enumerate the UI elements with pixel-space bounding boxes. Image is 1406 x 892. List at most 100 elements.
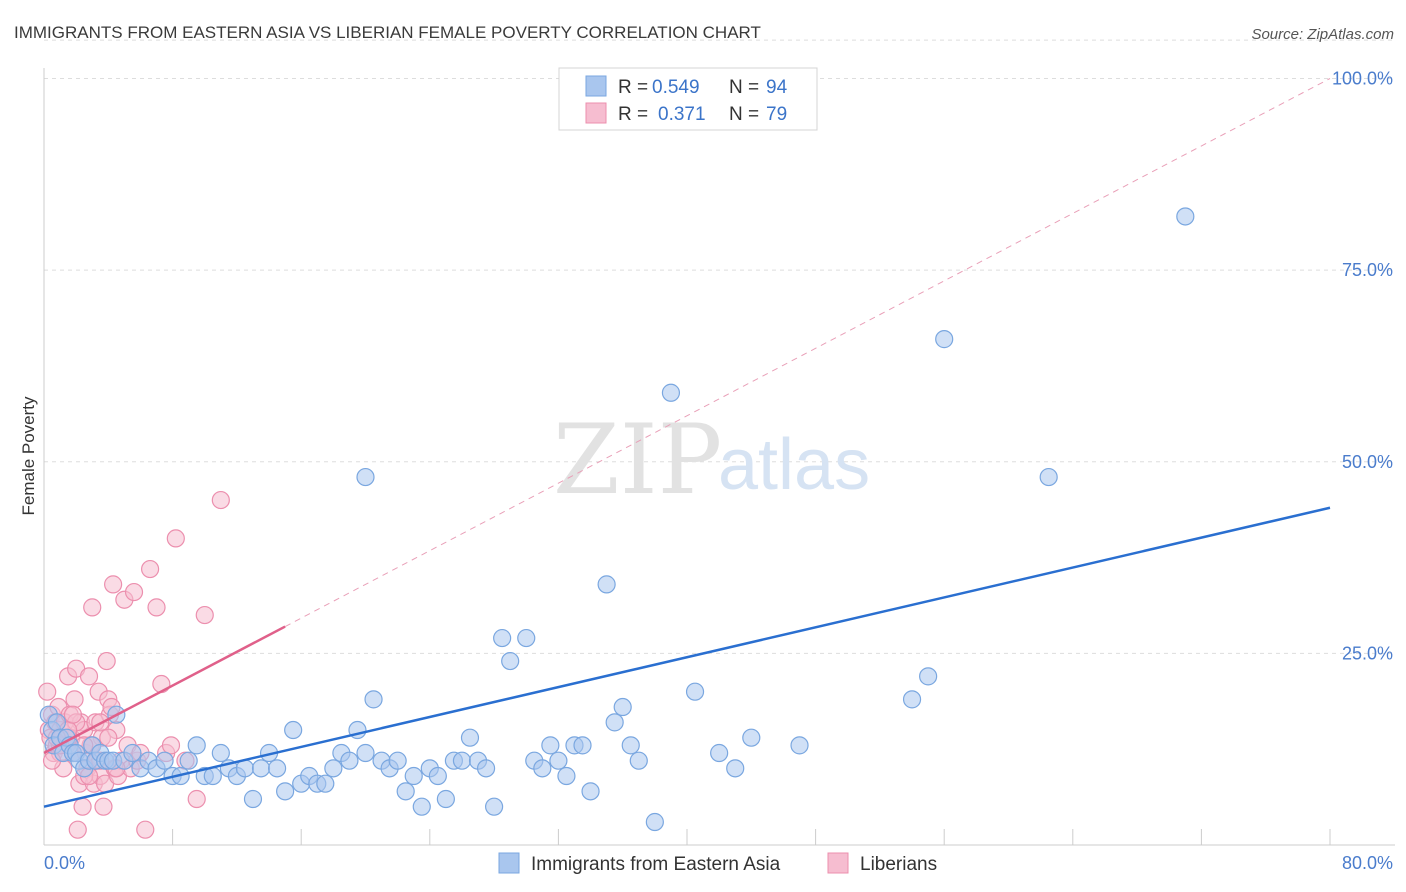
data-point-eastern-asia-21	[123, 743, 142, 763]
data-point-eastern-asia-85	[685, 682, 705, 701]
data-point-liberians-58	[166, 529, 185, 548]
data-point-eastern-asia-54	[388, 751, 407, 770]
legend-n-value-0: 94	[766, 77, 788, 98]
x-tick-label-min: 0.0%	[44, 853, 85, 873]
data-point-eastern-asia-25	[155, 751, 174, 770]
legend-swatch-eastern-asia	[585, 75, 607, 97]
bottom-legend-swatch-eastern-asia	[498, 852, 520, 874]
data-point-eastern-asia-87	[726, 759, 745, 778]
data-point-eastern-asia-91	[902, 690, 922, 709]
data-point-eastern-asia-59	[428, 766, 447, 786]
data-point-eastern-asia-55	[396, 782, 415, 801]
data-point-eastern-asia-69	[517, 628, 536, 648]
legend-n-value-1: 79	[766, 104, 787, 125]
data-point-eastern-asia-72	[541, 736, 560, 755]
legend-swatch-liberians	[585, 102, 607, 124]
bottom-legend-swatch-liberians	[827, 852, 849, 874]
y-axis-label: Female Poverty	[19, 396, 38, 516]
data-point-eastern-asia-92	[919, 667, 938, 686]
data-point-eastern-asia-45	[316, 774, 335, 793]
data-point-liberians-62	[211, 490, 230, 510]
data-point-eastern-asia-39	[267, 759, 287, 778]
chart-source: Source: ZipAtlas.com	[1251, 26, 1394, 43]
data-point-liberians-37	[97, 651, 116, 671]
data-point-eastern-asia-83	[645, 812, 664, 832]
legend-r-value-0: 0.549	[652, 77, 700, 98]
legend-box: R = 0.549 N = 94 R = 0.371 N = 79	[558, 67, 818, 131]
data-point-liberians-55	[152, 674, 171, 694]
y-tick-label-75: 75.0%	[1342, 260, 1393, 280]
data-point-eastern-asia-79	[605, 713, 624, 732]
data-point-eastern-asia-40	[276, 782, 295, 801]
y-tick-label-50: 50.0%	[1342, 452, 1393, 472]
bottom-legend: Immigrants from Eastern Asia Liberians	[498, 852, 937, 875]
bottom-legend-label-liberians: Liberians	[860, 854, 937, 875]
data-point-eastern-asia-88	[742, 728, 761, 747]
data-point-liberians-28	[83, 598, 102, 617]
data-point-liberians-17	[65, 690, 84, 709]
y-tick-labels: 25.0% 50.0% 75.0% 100.0%	[1332, 69, 1393, 664]
legend-r-label-1: R =	[618, 104, 648, 125]
data-point-eastern-asia-36	[243, 789, 263, 809]
y-tick-label-25: 25.0%	[1342, 643, 1393, 663]
data-point-eastern-asia-73	[549, 751, 568, 770]
liberians-trend-extension	[284, 78, 1331, 627]
data-point-eastern-asia-95	[1176, 207, 1195, 226]
data-point-liberians-41	[104, 575, 123, 594]
data-point-eastern-asia-41	[284, 720, 303, 740]
data-point-liberians-53	[140, 559, 160, 579]
trend-lines	[43, 506, 1331, 808]
data-point-liberians-60	[187, 789, 206, 809]
data-point-eastern-asia-28	[179, 751, 198, 770]
data-point-liberians-57	[161, 736, 181, 755]
data-point-eastern-asia-46	[324, 759, 343, 778]
data-point-eastern-asia-94	[1039, 467, 1058, 487]
watermark-zip: ZIP	[553, 404, 722, 516]
data-point-eastern-asia-82	[629, 751, 648, 770]
data-point-eastern-asia-57	[412, 797, 431, 816]
watermark: ZIP atlas	[553, 404, 870, 516]
data-point-liberians-19	[68, 820, 87, 839]
data-point-eastern-asia-3	[47, 713, 66, 732]
data-point-liberians-22	[73, 797, 92, 816]
data-point-eastern-asia-71	[533, 759, 552, 778]
legend-n-label-1: N =	[729, 104, 759, 125]
bottom-legend-label-eastern-asia: Immigrants from Eastern Asia	[531, 854, 781, 875]
data-point-liberians-52	[136, 820, 155, 839]
data-point-eastern-asia-80	[613, 697, 632, 717]
data-point-eastern-asia-81	[621, 736, 640, 755]
data-point-eastern-asia-78	[597, 575, 616, 594]
series-eastern-asia-points	[39, 207, 1195, 832]
data-point-eastern-asia-63	[460, 728, 480, 747]
diagonal-reference	[284, 78, 1331, 627]
data-point-eastern-asia-37	[251, 759, 271, 778]
data-point-eastern-asia-76	[573, 736, 592, 755]
data-point-eastern-asia-77	[581, 782, 600, 801]
data-point-liberians-77	[63, 705, 83, 724]
data-point-liberians-0	[38, 682, 57, 701]
legend-r-value-1: 0.371	[658, 104, 706, 125]
legend-n-label-0: N =	[729, 77, 759, 98]
data-point-liberians-69	[99, 728, 118, 747]
trend-line-liberians	[43, 625, 286, 755]
data-point-eastern-asia-62	[452, 751, 472, 770]
trend-line-eastern-asia	[43, 506, 1331, 808]
data-point-eastern-asia-32	[211, 743, 230, 763]
data-point-eastern-asia-84	[661, 383, 681, 402]
x-tick-label-max: 80.0%	[1342, 853, 1393, 873]
data-point-eastern-asia-65	[476, 759, 496, 778]
data-point-eastern-asia-74	[557, 766, 576, 786]
legend-r-label-0: R =	[618, 77, 648, 98]
data-point-eastern-asia-60	[436, 789, 455, 809]
data-point-eastern-asia-48	[340, 751, 359, 770]
data-point-liberians-49	[124, 582, 144, 602]
data-point-liberians-61	[195, 605, 214, 625]
chart-title: IMMIGRANTS FROM EASTERN ASIA VS LIBERIAN…	[14, 23, 761, 42]
x-minor-ticks	[43, 829, 1331, 845]
data-point-eastern-asia-93	[935, 330, 954, 349]
data-point-liberians-26	[79, 667, 99, 686]
data-point-eastern-asia-66	[485, 797, 504, 816]
data-point-eastern-asia-67	[493, 628, 512, 648]
data-point-eastern-asia-29	[187, 736, 206, 755]
